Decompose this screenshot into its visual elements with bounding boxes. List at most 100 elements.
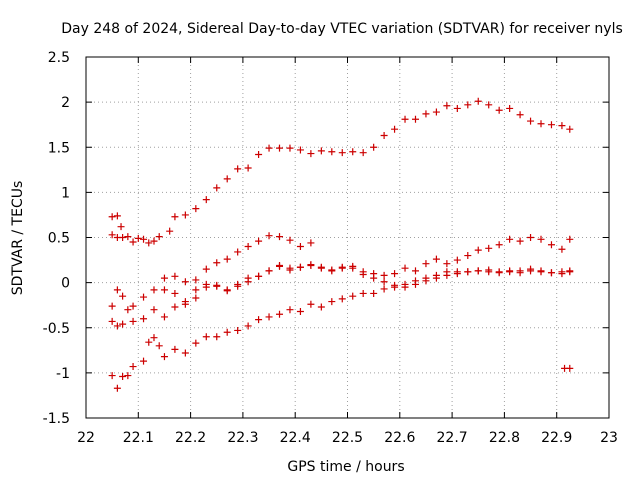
data-point	[495, 241, 503, 249]
data-point	[192, 276, 200, 284]
series-f	[561, 364, 574, 372]
data-point	[411, 267, 419, 275]
data-point	[150, 334, 158, 342]
data-point	[155, 233, 163, 241]
data-point	[432, 108, 440, 116]
data-point	[464, 101, 472, 109]
data-point	[453, 268, 461, 276]
data-point	[129, 363, 137, 371]
data-point	[192, 339, 200, 347]
plot-frame	[85, 56, 610, 419]
data-point	[516, 267, 524, 275]
data-point	[286, 306, 294, 314]
data-point	[155, 342, 163, 350]
data-point	[181, 278, 189, 286]
data-point	[391, 270, 399, 278]
data-point	[265, 267, 273, 275]
data-point	[265, 232, 273, 240]
data-point	[108, 302, 116, 310]
data-point	[566, 235, 574, 243]
x-tick-label: 22.4	[280, 430, 311, 446]
data-point	[566, 125, 574, 133]
data-point	[160, 353, 168, 361]
series-b	[108, 231, 315, 286]
data-point	[119, 320, 127, 328]
data-point	[422, 274, 430, 282]
data-point	[380, 271, 388, 279]
data-point	[307, 300, 315, 308]
data-point	[422, 110, 430, 118]
x-tick-label: 22.5	[332, 430, 363, 446]
data-point	[234, 280, 242, 288]
data-point	[265, 144, 273, 152]
data-point	[338, 149, 346, 157]
data-point	[192, 205, 200, 213]
data-point	[140, 315, 148, 323]
data-point	[108, 317, 116, 325]
x-tick-label: 22.6	[384, 430, 415, 446]
data-point	[328, 148, 336, 156]
data-point	[234, 326, 242, 334]
data-point	[145, 338, 153, 346]
data-point	[506, 235, 514, 243]
y-tick-label: -1.5	[43, 411, 70, 427]
data-point	[566, 364, 574, 372]
data-point	[411, 277, 419, 285]
data-point	[113, 384, 121, 392]
data-point	[349, 292, 357, 300]
data-point	[113, 322, 121, 330]
data-point	[432, 271, 440, 279]
data-point	[547, 241, 555, 249]
axis-ticks: 22 22.1 22.2 22.3 22.4 22.5 22.6 22.7 22.8 22.9 23…	[43, 50, 618, 446]
data-point	[537, 268, 545, 276]
y-tick-label: 1.5	[48, 140, 70, 156]
data-point	[464, 268, 472, 276]
data-point	[401, 264, 409, 272]
data-point	[223, 287, 231, 295]
data-point	[129, 317, 137, 325]
data-point	[328, 298, 336, 306]
data-point	[181, 349, 189, 357]
data-point	[181, 211, 189, 219]
y-tick-label: -1	[56, 366, 70, 382]
y-tick-label: 1	[61, 185, 70, 201]
data-point	[296, 243, 304, 251]
data-point	[160, 313, 168, 321]
data-point	[276, 261, 284, 269]
data-point	[296, 308, 304, 316]
data-point	[213, 259, 221, 267]
data-point	[265, 313, 273, 321]
data-point	[286, 144, 294, 152]
data-point	[223, 328, 231, 336]
data-point	[359, 149, 367, 157]
data-point	[537, 120, 545, 128]
data-point	[527, 267, 535, 275]
data-point	[411, 115, 419, 123]
data-point	[432, 255, 440, 263]
data-point	[181, 298, 189, 306]
data-point	[150, 237, 158, 245]
data-point	[359, 289, 367, 297]
data-point	[255, 237, 263, 245]
data-point	[380, 132, 388, 140]
data-point	[244, 164, 252, 172]
data-point	[359, 271, 367, 279]
y-tick-label: 2	[61, 95, 70, 111]
data-point	[527, 117, 535, 125]
data-point	[307, 150, 315, 158]
data-point	[401, 280, 409, 288]
x-tick-label: 22.7	[437, 430, 468, 446]
data-point	[192, 286, 200, 294]
data-point	[307, 239, 315, 247]
y-tick-label: 0.5	[48, 231, 70, 247]
data-point	[443, 102, 451, 110]
data-point	[166, 227, 174, 235]
x-tick-label: 22.3	[227, 430, 258, 446]
data-point	[134, 234, 142, 242]
data-point	[349, 262, 357, 270]
data-point	[255, 272, 263, 280]
data-point	[370, 289, 378, 297]
data-point	[391, 283, 399, 291]
data-point	[213, 184, 221, 192]
